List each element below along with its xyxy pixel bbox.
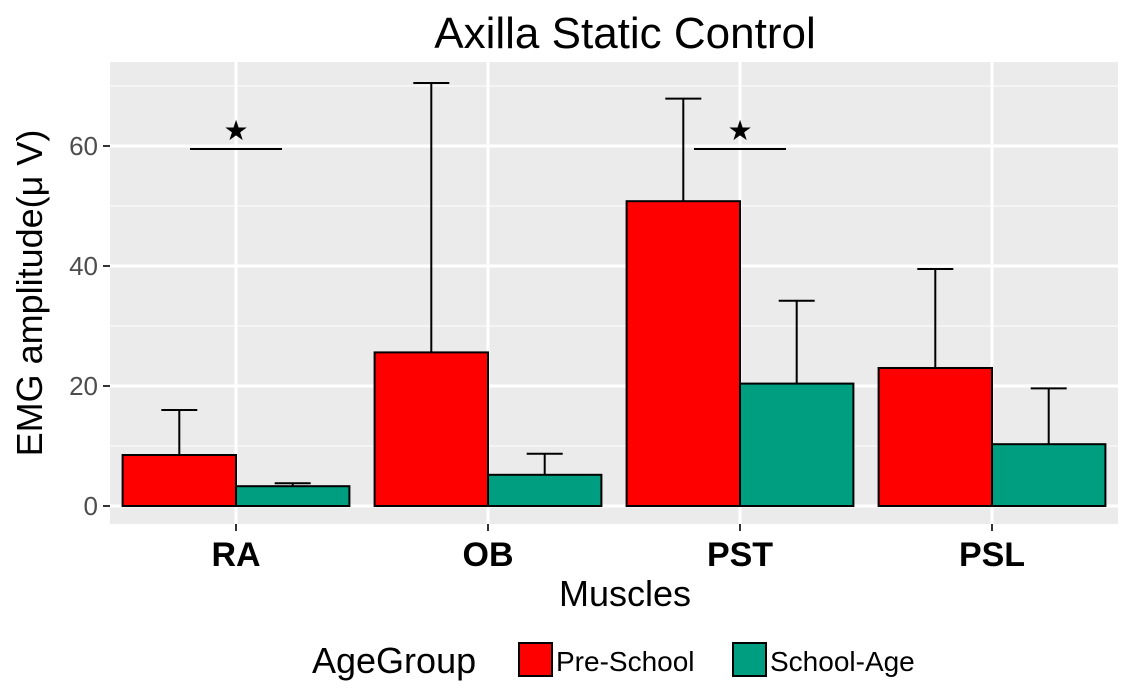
x-axis-title: Muscles [559,573,691,614]
legend: AgeGroup Pre-School School-Age [312,640,915,681]
chart-title: Axilla Static Control [434,9,815,58]
legend-key [518,642,553,677]
x-tick-label: OB [463,536,514,574]
bar [487,473,603,507]
bar [739,382,855,508]
bars [121,82,1107,508]
y-tick-label: 40 [69,251,98,281]
bar [625,200,741,507]
legend-title: AgeGroup [312,640,476,681]
bar [121,454,237,507]
legend-label: School-Age [770,646,915,677]
y-axis-title: EMG amplitude(μ V) [9,130,50,457]
legend-label: Pre-School [556,646,695,677]
significance-star: ★ [223,115,248,146]
bar [877,367,993,507]
legend-key [732,642,767,677]
bar [373,351,490,507]
y-tick-label: 20 [69,371,98,401]
x-tick-label: RA [211,536,260,574]
x-tick-label: PST [707,536,773,574]
x-tick-label: PSL [959,536,1025,574]
annotations: ★ ★ [190,115,786,150]
x-axis: RA OB PST PSL [211,524,1025,574]
significance-star: ★ [727,115,752,146]
y-tick-label: 60 [69,131,98,161]
bar [991,443,1107,508]
y-axis: 0 20 40 60 [69,131,110,521]
bar [235,485,351,508]
y-tick-label: 0 [84,491,98,521]
